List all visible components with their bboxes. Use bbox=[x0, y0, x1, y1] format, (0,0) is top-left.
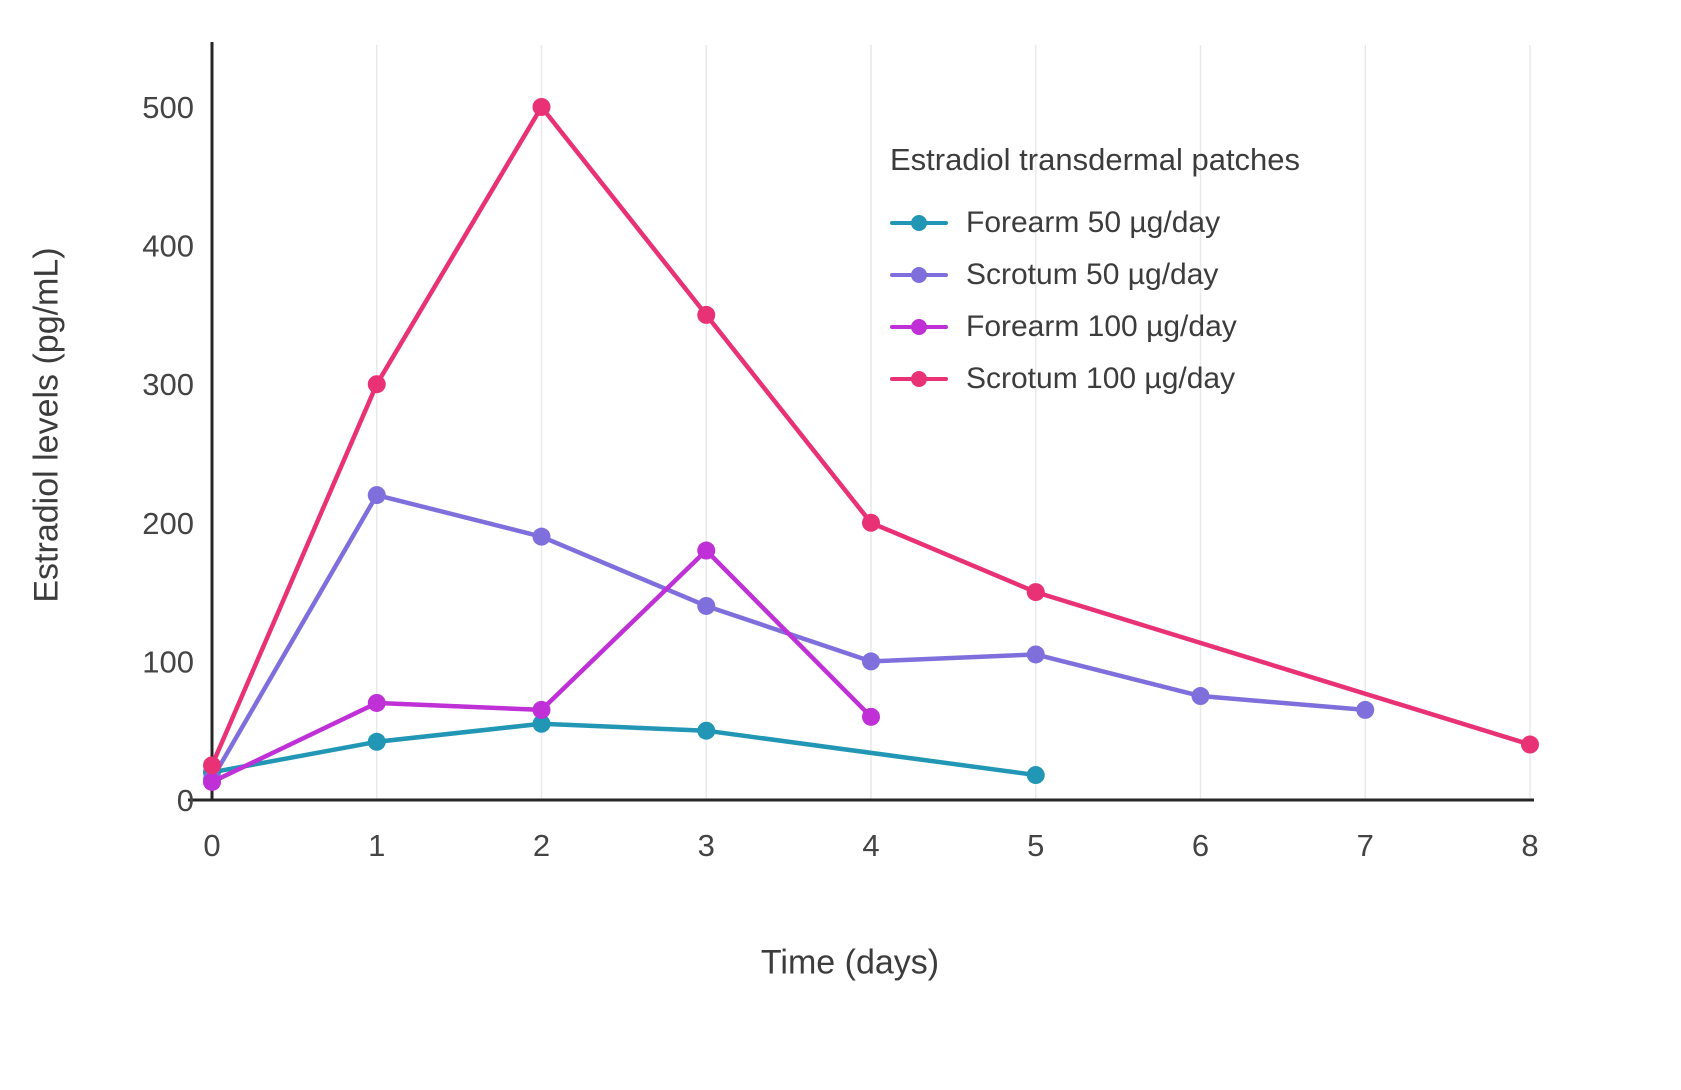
y-tick-label-0: 0 bbox=[177, 783, 194, 818]
data-point-scrotum-50-g-day-x7[interactable] bbox=[1356, 700, 1375, 719]
data-point-forearm-100-g-day-x3[interactable] bbox=[697, 541, 716, 560]
legend-label: Scrotum 100 µg/day bbox=[966, 362, 1236, 395]
data-point-scrotum-50-g-day-x4[interactable] bbox=[862, 652, 880, 671]
y-tick-label-500: 500 bbox=[142, 90, 194, 125]
data-point-scrotum-100-g-day-x0[interactable] bbox=[203, 756, 221, 775]
data-point-scrotum-100-g-day-x5[interactable] bbox=[1026, 583, 1045, 602]
x-tick-label-6: 6 bbox=[1192, 828, 1209, 863]
data-point-scrotum-50-g-day-x6[interactable] bbox=[1191, 687, 1210, 706]
legend-swatch-icon bbox=[890, 370, 948, 388]
x-tick-label-4: 4 bbox=[862, 828, 879, 863]
data-point-forearm-50-g-day-x3[interactable] bbox=[697, 721, 716, 740]
y-tick-label-100: 100 bbox=[142, 644, 194, 679]
data-point-forearm-100-g-day-x1[interactable] bbox=[367, 693, 386, 712]
series-line-forearm-50-g-day[interactable] bbox=[209, 721, 1038, 778]
legend-label: Scrotum 50 µg/day bbox=[966, 258, 1219, 291]
legend-items: Forearm 50 µg/day Scrotum 50 µg/day Forear… bbox=[830, 204, 1360, 398]
legend-item-scrotum-100-g-day[interactable]: Scrotum 100 µg/day bbox=[890, 360, 1360, 398]
x-axis-label: Time (days) bbox=[760, 943, 940, 982]
data-point-forearm-100-g-day-x2[interactable] bbox=[532, 700, 551, 719]
y-axis-label: Estradiol levels (pg/mL) bbox=[27, 247, 66, 603]
x-tick-label-7: 7 bbox=[1357, 828, 1374, 863]
legend-title: Estradiol transdermal patches bbox=[889, 142, 1301, 177]
data-point-scrotum-100-g-day-x3[interactable] bbox=[697, 305, 716, 324]
data-point-forearm-100-g-day-x0[interactable] bbox=[203, 772, 221, 791]
legend-swatch-icon bbox=[890, 266, 948, 284]
data-point-scrotum-100-g-day-x8[interactable] bbox=[1521, 735, 1539, 754]
legend-label: Forearm 50 µg/day bbox=[966, 206, 1221, 239]
data-point-forearm-50-g-day-x5[interactable] bbox=[1026, 766, 1045, 785]
x-tick-label-5: 5 bbox=[1027, 828, 1044, 863]
legend-item-forearm-100-g-day[interactable]: Forearm 100 µg/day bbox=[890, 308, 1360, 346]
data-point-forearm-50-g-day-x2[interactable] bbox=[532, 714, 551, 733]
data-point-scrotum-50-g-day-x2[interactable] bbox=[532, 527, 551, 546]
legend-item-forearm-50-g-day[interactable]: Forearm 50 µg/day bbox=[890, 204, 1360, 242]
legend-item-scrotum-50-g-day[interactable]: Scrotum 50 µg/day bbox=[890, 256, 1360, 294]
legend-swatch-icon bbox=[890, 214, 948, 232]
data-point-scrotum-50-g-day-x1[interactable] bbox=[367, 486, 386, 505]
data-point-scrotum-100-g-day-x2[interactable] bbox=[532, 98, 551, 116]
x-tick-label-3: 3 bbox=[698, 828, 715, 863]
x-tick-label-2: 2 bbox=[533, 828, 550, 863]
series-line-scrotum-50-g-day[interactable] bbox=[209, 492, 1368, 782]
y-tick-label-200: 200 bbox=[142, 506, 194, 541]
y-tick-label-400: 400 bbox=[142, 229, 194, 264]
data-point-forearm-50-g-day-x1[interactable] bbox=[367, 732, 386, 751]
x-tick-label-0: 0 bbox=[203, 828, 220, 863]
legend: Estradiol transdermal patches Forearm 50… bbox=[830, 142, 1360, 398]
data-point-forearm-100-g-day-x4[interactable] bbox=[862, 707, 880, 726]
data-point-scrotum-50-g-day-x3[interactable] bbox=[697, 596, 716, 615]
data-point-scrotum-100-g-day-x4[interactable] bbox=[862, 513, 880, 532]
x-tick-label-1: 1 bbox=[368, 828, 385, 863]
legend-label: Forearm 100 µg/day bbox=[966, 310, 1237, 343]
data-point-scrotum-100-g-day-x1[interactable] bbox=[367, 375, 386, 394]
legend-swatch-icon bbox=[890, 318, 948, 336]
y-tick-label-300: 300 bbox=[142, 367, 194, 402]
data-point-scrotum-50-g-day-x5[interactable] bbox=[1026, 645, 1045, 664]
x-tick-label-8: 8 bbox=[1521, 828, 1538, 863]
